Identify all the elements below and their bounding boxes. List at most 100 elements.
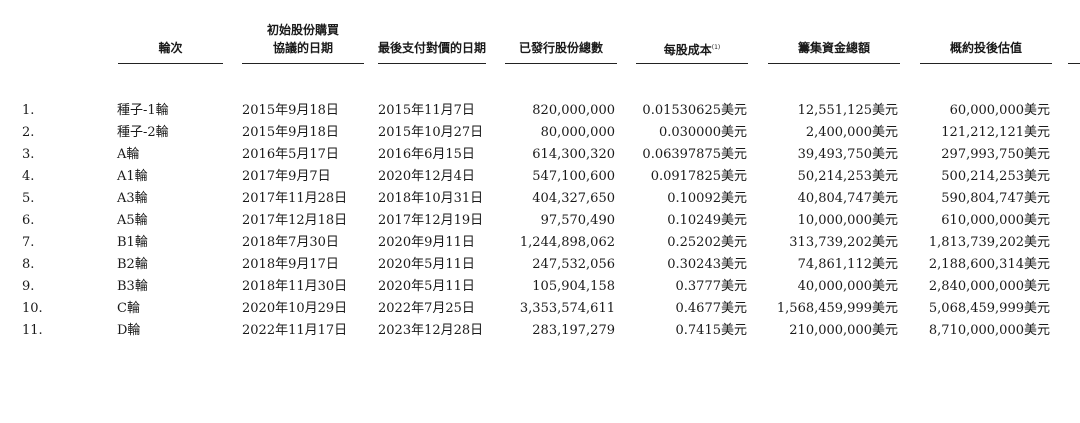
row-round: C輪 bbox=[117, 301, 140, 316]
row-number: 11. bbox=[22, 323, 43, 338]
row-cost: 0.0917825美元 bbox=[650, 169, 747, 184]
row-cost: 0.25202美元 bbox=[667, 235, 747, 250]
row-number: 10. bbox=[22, 301, 43, 316]
row-payment-date: 2015年10月27日 bbox=[378, 125, 484, 140]
row-cost: 0.06397875美元 bbox=[642, 147, 747, 162]
row-valuation: 2,188,600,314美元 bbox=[928, 257, 1050, 272]
row-cost: 0.10249美元 bbox=[667, 213, 747, 228]
row-agreement-date: 2018年11月30日 bbox=[242, 279, 348, 294]
row-agreement-date: 2016年5月17日 bbox=[242, 147, 339, 162]
row-raised: 210,000,000美元 bbox=[789, 323, 898, 338]
row-shares: 404,327,650 bbox=[532, 191, 615, 206]
row-agreement-date: 2017年11月28日 bbox=[242, 191, 348, 206]
header-rule-payment-date bbox=[378, 63, 486, 64]
header-round: 輪次 bbox=[158, 41, 183, 55]
table-row: 3. A輪 2016年5月17日 2016年6月15日 614,300,320 … bbox=[0, 144, 1080, 166]
row-payment-date: 2020年5月11日 bbox=[378, 279, 475, 294]
header-agreement-date-line2: 協議的日期 bbox=[272, 41, 333, 55]
row-agreement-date: 2017年12月18日 bbox=[242, 213, 348, 228]
row-shares: 283,197,279 bbox=[532, 323, 615, 338]
row-cost: 0.3777美元 bbox=[675, 279, 748, 294]
header-cost-label: 每股成本 bbox=[663, 43, 712, 57]
header-rule-raised bbox=[768, 63, 900, 64]
row-number: 3. bbox=[22, 147, 35, 162]
row-payment-date: 2020年12月4日 bbox=[378, 169, 475, 184]
row-raised: 12,551,125美元 bbox=[797, 103, 898, 118]
row-number: 6. bbox=[22, 213, 35, 228]
header-rule-cost bbox=[636, 63, 748, 64]
row-cost: 0.7415美元 bbox=[675, 323, 748, 338]
header-agreement-date-line1: 初始股份購買 bbox=[266, 23, 339, 37]
row-valuation: 610,000,000美元 bbox=[941, 213, 1050, 228]
row-raised: 313,739,202美元 bbox=[789, 235, 898, 250]
row-round: A3輪 bbox=[117, 191, 148, 206]
header-rule-round bbox=[118, 63, 223, 64]
row-raised: 74,861,112美元 bbox=[797, 257, 898, 272]
row-round: A1輪 bbox=[117, 169, 148, 184]
row-cost: 0.10092美元 bbox=[667, 191, 747, 206]
row-cost: 0.30243美元 bbox=[667, 257, 747, 272]
header-payment-date: 最後支付對價的日期 bbox=[378, 41, 487, 55]
row-payment-date: 2022年7月25日 bbox=[378, 301, 475, 316]
row-raised: 10,000,000美元 bbox=[797, 213, 898, 228]
row-raised: 39,493,750美元 bbox=[797, 147, 898, 162]
row-valuation: 5,068,459,999美元 bbox=[928, 301, 1050, 316]
row-shares: 80,000,000 bbox=[540, 125, 615, 140]
row-valuation: 8,710,000,000美元 bbox=[928, 323, 1050, 338]
row-payment-date: 2020年9月11日 bbox=[378, 235, 475, 250]
row-shares: 614,300,320 bbox=[532, 147, 615, 162]
row-valuation: 1,813,739,202美元 bbox=[928, 235, 1050, 250]
row-cost: 0.4677美元 bbox=[675, 301, 748, 316]
row-cost: 0.01530625美元 bbox=[642, 103, 747, 118]
row-number: 9. bbox=[22, 279, 35, 294]
row-agreement-date: 2015年9月18日 bbox=[242, 103, 339, 118]
row-round: 種子-1輪 bbox=[117, 103, 169, 118]
table-row: 5. A3輪 2017年11月28日 2018年10月31日 404,327,6… bbox=[0, 188, 1080, 210]
table-row: 6. A5輪 2017年12月18日 2017年12月19日 97,570,49… bbox=[0, 210, 1080, 232]
table-row: 10. C輪 2020年10月29日 2022年7月25日 3,353,574,… bbox=[0, 298, 1080, 320]
row-valuation: 500,214,253美元 bbox=[941, 169, 1050, 184]
table-row: 1. 種子-1輪 2015年9月18日 2015年11月7日 820,000,0… bbox=[0, 100, 1080, 122]
table-row: 9. B3輪 2018年11月30日 2020年5月11日 105,904,15… bbox=[0, 276, 1080, 298]
row-round: A輪 bbox=[117, 147, 140, 162]
row-number: 4. bbox=[22, 169, 35, 184]
row-round: 種子-2輪 bbox=[117, 125, 169, 140]
header-agreement-date: 初始股份購買 協議的日期 bbox=[242, 21, 364, 57]
row-number: 5. bbox=[22, 191, 35, 206]
row-number: 2. bbox=[22, 125, 35, 140]
row-agreement-date: 2017年9月7日 bbox=[242, 169, 331, 184]
row-round: D輪 bbox=[117, 323, 141, 338]
row-raised: 2,400,000美元 bbox=[805, 125, 898, 140]
table-row: 11. D輪 2022年11月17日 2023年12月28日 283,197,2… bbox=[0, 320, 1080, 342]
table-row: 7. B1輪 2018年7月30日 2020年9月11日 1,244,898,0… bbox=[0, 232, 1080, 254]
row-valuation: 2,840,000,000美元 bbox=[928, 279, 1050, 294]
row-payment-date: 2023年12月28日 bbox=[378, 323, 484, 338]
row-valuation: 121,212,121美元 bbox=[941, 125, 1050, 140]
row-raised: 50,214,253美元 bbox=[797, 169, 898, 184]
row-round: B3輪 bbox=[117, 279, 148, 294]
header-rule-agreement-date bbox=[242, 63, 364, 64]
header-shares: 已發行股份總數 bbox=[518, 41, 603, 55]
header-cost: 每股成本(1) bbox=[636, 39, 748, 59]
header-valuation: 概約投後估值 bbox=[949, 41, 1022, 55]
row-shares: 97,570,490 bbox=[540, 213, 615, 228]
row-payment-date: 2018年10月31日 bbox=[378, 191, 484, 206]
row-raised: 40,000,000美元 bbox=[797, 279, 898, 294]
row-payment-date: 2017年12月19日 bbox=[378, 213, 484, 228]
row-agreement-date: 2018年7月30日 bbox=[242, 235, 339, 250]
row-payment-date: 2020年5月11日 bbox=[378, 257, 475, 272]
table-row: 8. B2輪 2018年9月17日 2020年5月11日 247,532,056… bbox=[0, 254, 1080, 276]
row-valuation: 60,000,000美元 bbox=[949, 103, 1050, 118]
table-row: 2. 種子-2輪 2015年9月18日 2015年10月27日 80,000,0… bbox=[0, 122, 1080, 144]
row-agreement-date: 2022年11月17日 bbox=[242, 323, 348, 338]
table-row: 4. A1輪 2017年9月7日 2020年12月4日 547,100,600 … bbox=[0, 166, 1080, 188]
row-agreement-date: 2015年9月18日 bbox=[242, 125, 339, 140]
row-number: 8. bbox=[22, 257, 35, 272]
row-number: 7. bbox=[22, 235, 35, 250]
header-rule-shares bbox=[505, 63, 617, 64]
row-valuation: 590,804,747美元 bbox=[941, 191, 1050, 206]
header-rule-overflow bbox=[1068, 63, 1080, 64]
row-round: B1輪 bbox=[117, 235, 148, 250]
row-round: B2輪 bbox=[117, 257, 148, 272]
row-cost: 0.030000美元 bbox=[658, 125, 747, 140]
